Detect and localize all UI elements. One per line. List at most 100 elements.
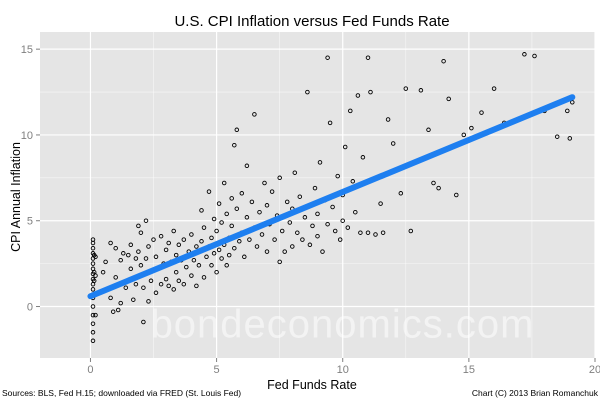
data-point bbox=[302, 215, 308, 220]
data-point bbox=[128, 242, 134, 248]
data-point bbox=[277, 259, 282, 265]
data-point bbox=[216, 201, 222, 206]
data-point bbox=[163, 276, 169, 282]
data-point bbox=[143, 256, 149, 261]
data-point bbox=[90, 237, 96, 242]
data-point bbox=[570, 100, 575, 105]
data-point bbox=[146, 299, 151, 304]
data-point bbox=[403, 86, 409, 91]
data-point bbox=[133, 256, 139, 261]
data-point bbox=[123, 285, 129, 290]
data-point bbox=[385, 117, 391, 122]
data-point bbox=[348, 108, 353, 114]
x-tick-label: 15 bbox=[463, 364, 475, 376]
data-point bbox=[148, 278, 154, 284]
data-point bbox=[189, 232, 194, 237]
data-point bbox=[398, 191, 404, 196]
data-point bbox=[201, 225, 207, 230]
data-point bbox=[325, 55, 330, 60]
data-point bbox=[171, 228, 176, 234]
data-point bbox=[317, 160, 323, 165]
data-point bbox=[93, 312, 98, 318]
data-point bbox=[90, 312, 96, 318]
data-point bbox=[173, 269, 179, 275]
data-point bbox=[199, 239, 204, 244]
data-point bbox=[234, 127, 240, 133]
data-point bbox=[211, 251, 217, 256]
data-point bbox=[446, 96, 451, 102]
data-point bbox=[221, 180, 227, 186]
data-point bbox=[390, 141, 396, 146]
data-point bbox=[277, 175, 282, 181]
chart-title: U.S. CPI Inflation versus Fed Funds Rate bbox=[174, 13, 449, 30]
data-point bbox=[163, 247, 169, 253]
data-point bbox=[224, 263, 229, 268]
data-point bbox=[108, 240, 113, 246]
data-point bbox=[441, 58, 446, 64]
data-point bbox=[138, 263, 144, 268]
data-point bbox=[479, 110, 484, 115]
data-point bbox=[138, 230, 144, 235]
y-tick-label: 15 bbox=[21, 44, 33, 56]
data-point bbox=[305, 89, 310, 95]
data-point bbox=[184, 264, 189, 270]
data-point bbox=[254, 244, 260, 249]
data-point bbox=[358, 230, 363, 235]
data-point bbox=[133, 281, 139, 287]
data-point bbox=[247, 237, 252, 242]
data-point bbox=[315, 233, 320, 239]
data-point bbox=[378, 201, 383, 206]
data-point bbox=[264, 203, 270, 208]
data-point bbox=[141, 319, 146, 325]
data-point bbox=[307, 242, 313, 248]
data-point bbox=[206, 189, 212, 194]
data-point bbox=[353, 209, 358, 215]
data-point bbox=[244, 215, 250, 220]
data-point bbox=[229, 196, 234, 201]
data-point bbox=[229, 223, 234, 229]
data-point bbox=[532, 53, 537, 59]
data-point bbox=[108, 295, 113, 301]
y-tick-label: 0 bbox=[27, 302, 33, 314]
data-point bbox=[118, 257, 123, 263]
data-point bbox=[216, 247, 222, 253]
data-point bbox=[176, 278, 182, 284]
data-point bbox=[209, 263, 214, 268]
data-point bbox=[436, 185, 441, 191]
data-point bbox=[151, 237, 156, 242]
data-point bbox=[567, 136, 573, 141]
data-point bbox=[194, 244, 199, 249]
data-point bbox=[166, 283, 171, 289]
data-point bbox=[297, 194, 303, 199]
x-tick-label: 10 bbox=[337, 364, 349, 376]
data-point bbox=[136, 223, 141, 229]
data-point bbox=[264, 249, 270, 254]
data-point bbox=[287, 220, 293, 225]
data-point bbox=[332, 228, 338, 234]
x-axis-title: Fed Funds Rate bbox=[267, 378, 357, 392]
data-point bbox=[244, 163, 250, 169]
data-point bbox=[166, 240, 171, 246]
data-point bbox=[292, 170, 298, 175]
data-point bbox=[90, 338, 96, 344]
data-point bbox=[126, 252, 131, 258]
data-point bbox=[295, 230, 300, 235]
data-point bbox=[491, 86, 497, 91]
data-point bbox=[209, 235, 214, 241]
data-point bbox=[259, 232, 265, 237]
data-point bbox=[173, 252, 179, 258]
data-point bbox=[242, 254, 247, 260]
data-point bbox=[90, 330, 96, 335]
data-point bbox=[196, 263, 202, 268]
data-point bbox=[204, 254, 209, 260]
data-point bbox=[335, 173, 340, 179]
data-point bbox=[199, 208, 204, 213]
data-point bbox=[93, 273, 98, 278]
data-point bbox=[408, 228, 414, 234]
data-point bbox=[315, 211, 320, 217]
data-point bbox=[141, 285, 146, 290]
data-point bbox=[224, 211, 229, 217]
data-point bbox=[312, 185, 318, 191]
data-point bbox=[355, 93, 361, 98]
